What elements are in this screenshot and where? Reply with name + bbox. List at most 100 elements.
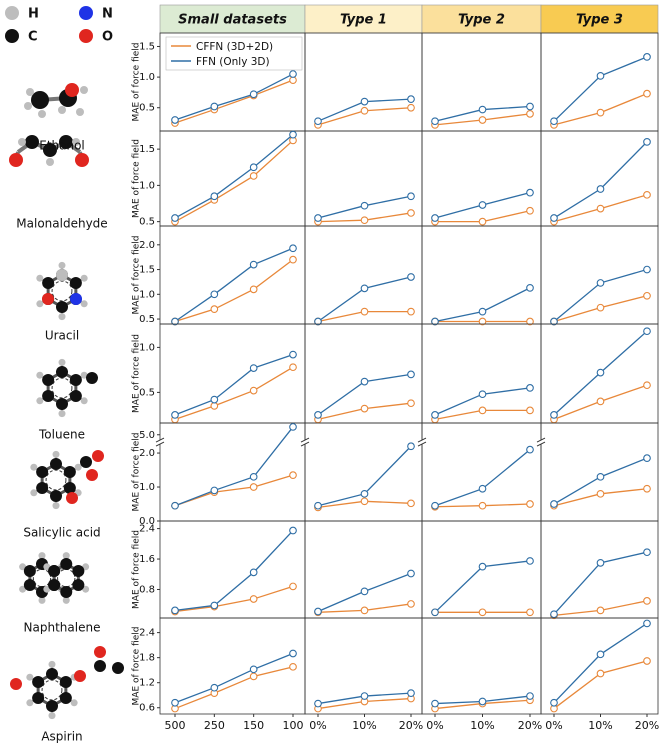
- series-line: [434, 287, 531, 323]
- data-point: [360, 201, 369, 210]
- y-tick-label: 2.0: [139, 240, 155, 251]
- data-point: [526, 406, 534, 415]
- data-point: [478, 317, 487, 326]
- y-tick-label: 2.0: [139, 448, 155, 459]
- atom: [80, 274, 88, 282]
- data-point: [550, 317, 558, 326]
- atom: [82, 585, 90, 593]
- data-point: [643, 327, 651, 336]
- x-tick-label: 0%: [545, 719, 562, 732]
- axis-break-mark: [417, 441, 427, 447]
- data-point: [431, 608, 439, 617]
- data-point: [314, 411, 322, 419]
- atom: [30, 463, 38, 471]
- y-axis-label: MAE of force field: [132, 627, 142, 706]
- data-point: [596, 279, 605, 287]
- data-point: [314, 117, 322, 126]
- panel-frame: [159, 130, 306, 227]
- x-tick-label: 10%: [588, 719, 612, 732]
- series-line: [174, 139, 294, 223]
- atom: [36, 371, 44, 379]
- data-point: [171, 606, 179, 615]
- data-point: [550, 411, 558, 419]
- data-point: [249, 665, 258, 674]
- aromatic-ring: [41, 679, 63, 701]
- data-point: [478, 201, 487, 209]
- y-tick-label: 0.5: [139, 103, 155, 114]
- panel-frame: [159, 422, 306, 522]
- data-point: [526, 102, 534, 111]
- x-tick-label: 20%: [635, 719, 659, 732]
- data-point: [407, 192, 415, 201]
- data-point: [596, 558, 605, 567]
- atom: [58, 358, 66, 366]
- atom: [42, 277, 55, 289]
- data-point: [289, 526, 297, 535]
- data-point: [249, 595, 258, 603]
- column-header: [421, 4, 542, 34]
- atom: [36, 397, 44, 405]
- series-line: [553, 268, 648, 323]
- data-point: [478, 608, 487, 617]
- data-point: [289, 363, 297, 372]
- atom: [52, 502, 60, 510]
- atom-legend-label: O: [102, 30, 113, 45]
- data-point: [360, 284, 369, 293]
- atom: [58, 261, 66, 269]
- series-line: [174, 73, 294, 121]
- data-point: [289, 423, 297, 431]
- series-line: [174, 426, 294, 507]
- series-line: [174, 366, 294, 421]
- data-point: [431, 699, 439, 708]
- data-point: [643, 138, 651, 146]
- data-point: [314, 607, 322, 616]
- data-point: [249, 163, 258, 172]
- data-point: [643, 597, 651, 605]
- atom: [26, 699, 34, 707]
- data-point: [596, 72, 605, 80]
- y-axis-label: MAE of force field: [132, 43, 142, 122]
- column-title: Type 3: [576, 13, 623, 28]
- atom: [36, 274, 44, 282]
- atom: [48, 579, 61, 591]
- data-point: [526, 557, 534, 565]
- atom: [18, 138, 26, 146]
- data-point: [407, 442, 415, 451]
- data-point: [314, 501, 322, 510]
- data-point: [314, 214, 322, 222]
- data-point: [431, 117, 439, 126]
- series-line: [174, 530, 294, 612]
- atom: [42, 374, 55, 386]
- data-point: [643, 484, 651, 493]
- series-line: [434, 449, 531, 507]
- atom: [69, 277, 82, 289]
- atom: [48, 660, 56, 668]
- data-point: [289, 70, 297, 78]
- atom: [10, 678, 22, 690]
- data-point: [526, 284, 534, 292]
- atom-legend-swatch: [79, 29, 93, 43]
- atom: [80, 300, 88, 308]
- atom: [42, 293, 54, 305]
- data-point: [643, 619, 651, 628]
- atom: [38, 110, 46, 118]
- data-point: [360, 489, 369, 498]
- atom: [48, 712, 56, 720]
- data-point: [171, 501, 179, 510]
- data-point: [289, 255, 297, 264]
- atom: [30, 489, 38, 497]
- x-tick-label: 100: [283, 719, 304, 732]
- y-tick-label: 0.5: [139, 314, 155, 325]
- atom: [72, 138, 80, 146]
- atom: [19, 585, 27, 593]
- series-line: [174, 259, 294, 323]
- y-tick-label: 0.8: [139, 584, 155, 595]
- x-tick-label: 10%: [352, 719, 376, 732]
- atom: [38, 552, 46, 560]
- atom: [80, 86, 88, 94]
- data-point: [478, 217, 487, 226]
- data-point: [407, 307, 415, 316]
- axis-break-mark: [536, 437, 546, 443]
- data-point: [596, 204, 605, 213]
- atom: [56, 269, 68, 281]
